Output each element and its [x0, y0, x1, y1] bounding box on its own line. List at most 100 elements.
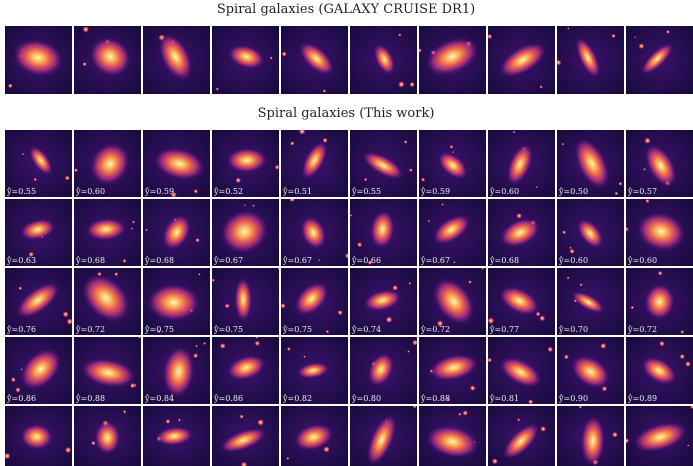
galaxy-image: ŷ=0.74	[350, 268, 417, 335]
star	[65, 447, 72, 454]
star	[659, 341, 665, 347]
star	[458, 413, 461, 416]
image-content	[143, 26, 210, 94]
prediction-label: ŷ=0.80	[351, 394, 381, 403]
prediction-label: ŷ=0.88	[420, 394, 450, 403]
star	[452, 151, 454, 153]
star	[562, 230, 566, 234]
star	[165, 419, 170, 424]
star	[631, 306, 635, 310]
star	[225, 303, 230, 308]
prediction-label: ŷ=0.66	[351, 256, 381, 265]
galaxy-image	[4, 406, 72, 466]
galaxy-image: ŷ=0.67	[281, 196, 351, 266]
star	[82, 62, 86, 66]
star	[257, 419, 264, 426]
prediction-label: ŷ=0.72	[75, 325, 105, 334]
star	[536, 186, 538, 188]
prediction-label: ŷ=0.76	[6, 325, 36, 334]
star	[539, 315, 545, 321]
prediction-label: ŷ=0.67	[282, 256, 312, 265]
prediction-label: ŷ=0.59	[420, 187, 450, 196]
prediction-label: ŷ=0.63	[6, 256, 36, 265]
star	[547, 346, 553, 352]
star	[278, 268, 280, 270]
star	[398, 81, 405, 88]
galaxy-image: ŷ=0.63	[5, 199, 72, 266]
star	[449, 145, 453, 149]
star	[132, 220, 135, 223]
star	[392, 285, 398, 291]
star	[8, 83, 13, 88]
star	[611, 34, 615, 38]
star	[564, 354, 569, 359]
star	[350, 214, 353, 217]
star	[407, 350, 410, 353]
galaxy-image: ŷ=0.88	[419, 337, 486, 404]
prediction-label: ŷ=0.60	[558, 256, 588, 265]
galaxy-image: ŷ=0.75	[143, 268, 210, 335]
prediction-label: ŷ=0.60	[627, 256, 657, 265]
prediction-label: ŷ=0.55	[6, 187, 36, 196]
prediction-label: ŷ=0.75	[282, 325, 312, 334]
star	[614, 192, 618, 196]
star	[421, 178, 425, 182]
galaxy-image: ŷ=0.88	[74, 336, 141, 404]
star	[323, 89, 327, 93]
galaxy-image: ŷ=0.76	[5, 268, 73, 335]
galaxy-image: ŷ=0.59	[419, 130, 486, 197]
star	[492, 458, 498, 464]
prediction-label: ŷ=0.75	[213, 325, 243, 334]
star	[18, 286, 22, 290]
star	[195, 345, 198, 348]
star	[638, 43, 644, 49]
star	[487, 34, 493, 40]
galaxy-image: ŷ=0.60	[488, 130, 555, 197]
star	[417, 48, 422, 53]
star	[685, 361, 691, 367]
star	[623, 226, 629, 232]
section-title: Spiral galaxies (This work)	[258, 106, 435, 121]
star	[539, 85, 542, 88]
prediction-label: ŷ=0.57	[627, 187, 657, 196]
star	[65, 175, 70, 180]
star	[281, 51, 286, 56]
prediction-label: ŷ=0.82	[282, 394, 312, 403]
galaxy-image: ŷ=0.86	[5, 337, 72, 404]
prediction-label: ŷ=0.55	[351, 187, 381, 196]
prediction-label: ŷ=0.81	[489, 394, 519, 403]
star	[618, 182, 622, 186]
galaxy-image	[350, 26, 417, 94]
galaxy-image: ŷ=0.77	[487, 268, 555, 335]
star	[658, 271, 663, 276]
image-content	[350, 404, 417, 466]
star	[357, 242, 363, 248]
star	[289, 196, 295, 202]
star	[468, 280, 472, 284]
star	[275, 165, 280, 170]
galaxy-image: ŷ=0.50	[557, 130, 624, 197]
image-content	[487, 26, 555, 94]
image-content	[5, 26, 72, 94]
star	[561, 143, 564, 146]
section-title: Spiral galaxies (GALAXY CRUISE DR1)	[217, 2, 475, 17]
star	[74, 168, 78, 172]
image-content	[626, 26, 693, 94]
galaxy-image: ŷ=0.67	[212, 199, 279, 266]
star	[193, 189, 198, 194]
star	[413, 404, 417, 408]
prediction-label: ŷ=0.68	[75, 256, 105, 265]
prediction-label: ŷ=0.86	[213, 394, 243, 403]
prediction-label: ŷ=0.84	[144, 394, 174, 403]
star	[513, 131, 516, 134]
prediction-label: ŷ=0.60	[75, 187, 105, 196]
star	[579, 405, 582, 408]
star	[82, 26, 89, 33]
prediction-label: ŷ=0.52	[213, 187, 243, 196]
star	[680, 330, 684, 334]
galaxy-image	[623, 405, 693, 466]
galaxy-image: ŷ=0.70	[557, 268, 624, 335]
galaxy-image	[555, 26, 624, 94]
galaxy-image: ŷ=0.52	[212, 130, 280, 197]
galaxy-image: ŷ=0.68	[488, 199, 555, 266]
